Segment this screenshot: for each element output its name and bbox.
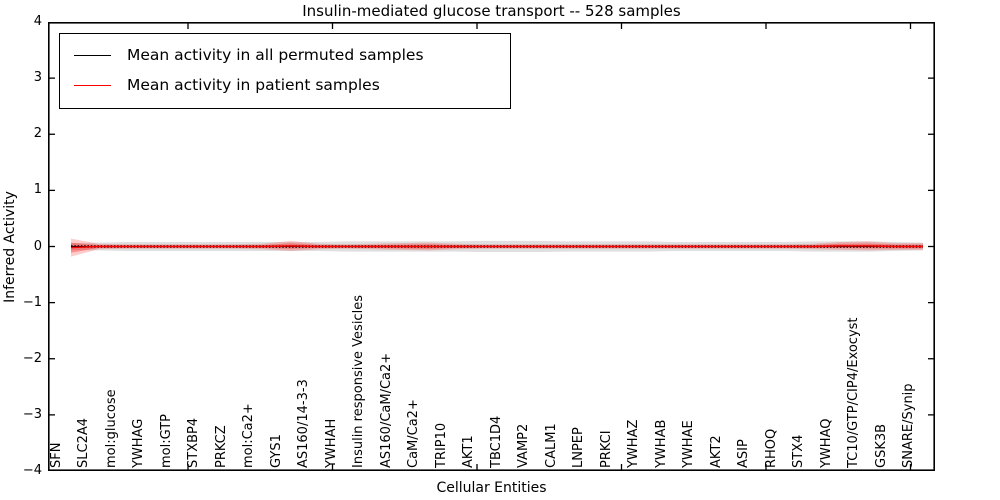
y-tick-label: −4 (22, 463, 42, 478)
y-tick-label: 2 (33, 126, 42, 142)
legend-line-sample (74, 84, 111, 86)
y-tick-label: −2 (22, 350, 42, 366)
patient-mean-line (70, 245, 923, 249)
legend-label: Mean activity in all permuted samples (127, 46, 424, 64)
y-tick-label: 3 (33, 70, 42, 86)
y-tick-label: 1 (33, 182, 42, 198)
y-tick-label: 0 (33, 238, 42, 254)
legend: Mean activity in all permuted samples Mea… (59, 33, 511, 109)
chart-title: Insulin-mediated glucose transport -- 52… (302, 2, 681, 20)
legend-line-sample (74, 54, 111, 56)
y-tick-label: −3 (22, 406, 42, 422)
y-tick-label: −1 (22, 294, 42, 310)
legend-item: Mean activity in all permuted samples (74, 40, 500, 70)
legend-label: Mean activity in patient samples (127, 76, 380, 94)
y-tick-label: 4 (33, 14, 42, 29)
x-axis-label: Cellular Entities (436, 480, 547, 496)
plot-area (48, 22, 935, 471)
legend-item: Mean activity in patient samples (74, 70, 500, 100)
